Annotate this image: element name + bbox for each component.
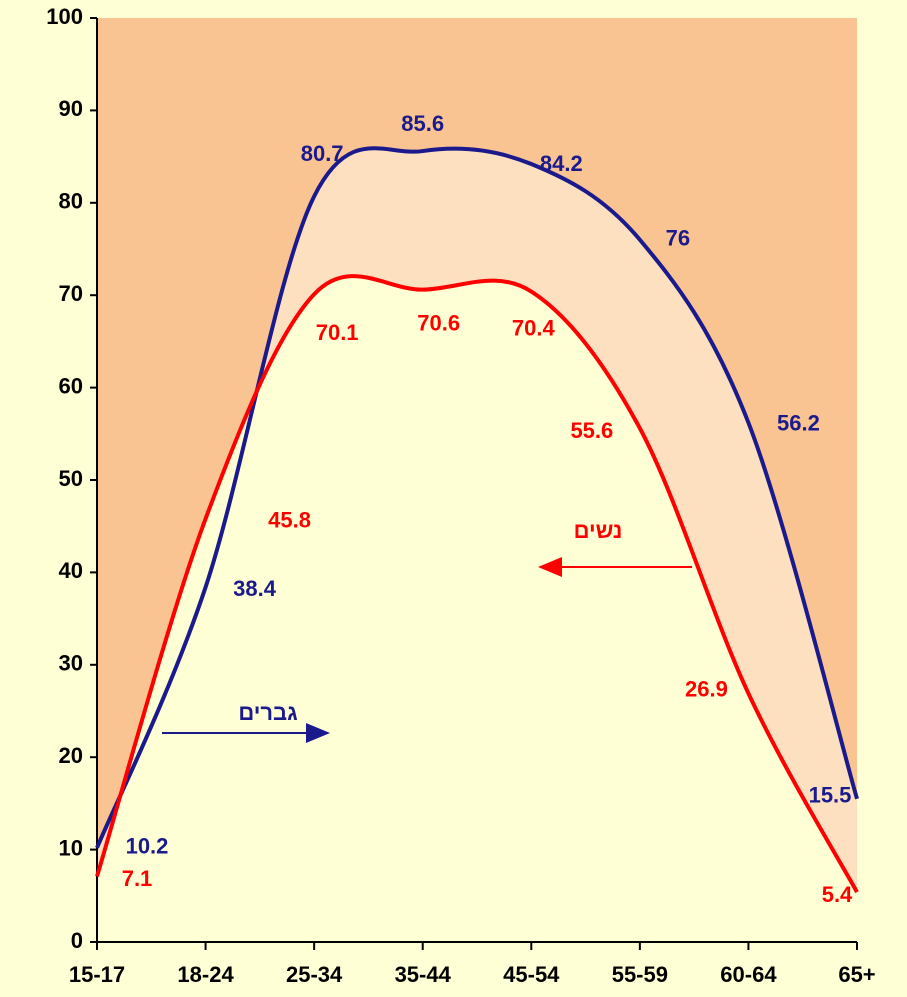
data-label: 7.1 (122, 866, 153, 891)
x-tick-label: 60-64 (720, 962, 777, 987)
y-tick-label: 20 (59, 743, 83, 768)
x-tick-label: 25-34 (286, 962, 343, 987)
x-tick-label: 18-24 (177, 962, 234, 987)
data-label: 38.4 (233, 576, 277, 601)
data-label: 70.4 (512, 315, 556, 340)
legend-label: נשים (574, 518, 623, 543)
data-label: 70.6 (417, 310, 460, 335)
y-tick-label: 70 (59, 281, 83, 306)
chart: 0 10 20 30 40 50 60 70 80 90 100 15-17 18-24 25-34 35-… (0, 0, 907, 997)
legend-label: גברים (238, 700, 297, 725)
data-label: 10.2 (126, 834, 169, 859)
y-tick-label: 10 (59, 835, 83, 860)
y-tick-label: 50 (59, 466, 83, 491)
x-tick-label: 15-17 (69, 962, 125, 987)
y-tick-label: 90 (59, 96, 83, 121)
y-tick-label: 0 (71, 928, 83, 953)
y-tick-label: 30 (59, 651, 83, 676)
data-label: 80.7 (301, 141, 344, 166)
data-label: 84.2 (540, 151, 583, 176)
y-tick-label: 100 (46, 4, 83, 29)
data-label: 70.1 (316, 320, 359, 345)
x-tick-label: 55-59 (612, 962, 668, 987)
data-label: 85.6 (401, 111, 444, 136)
page: {"chart_data":{"type":"line", "categorie… (0, 0, 907, 997)
x-tick-label: 45-54 (503, 962, 560, 987)
y-tick-label: 40 (59, 558, 83, 583)
x-tick-label: 35-44 (395, 962, 452, 987)
data-label: 45.8 (268, 508, 311, 533)
data-label: 15.5 (809, 783, 852, 808)
x-tick-label: 65+ (838, 962, 875, 987)
data-label: 76 (666, 226, 690, 251)
data-label: 55.6 (570, 418, 613, 443)
y-tick-label: 80 (59, 189, 83, 214)
data-label: 56.2 (777, 411, 820, 436)
data-label: 26.9 (685, 676, 728, 701)
data-label: 5.4 (822, 882, 853, 907)
y-tick-label: 60 (59, 373, 83, 398)
